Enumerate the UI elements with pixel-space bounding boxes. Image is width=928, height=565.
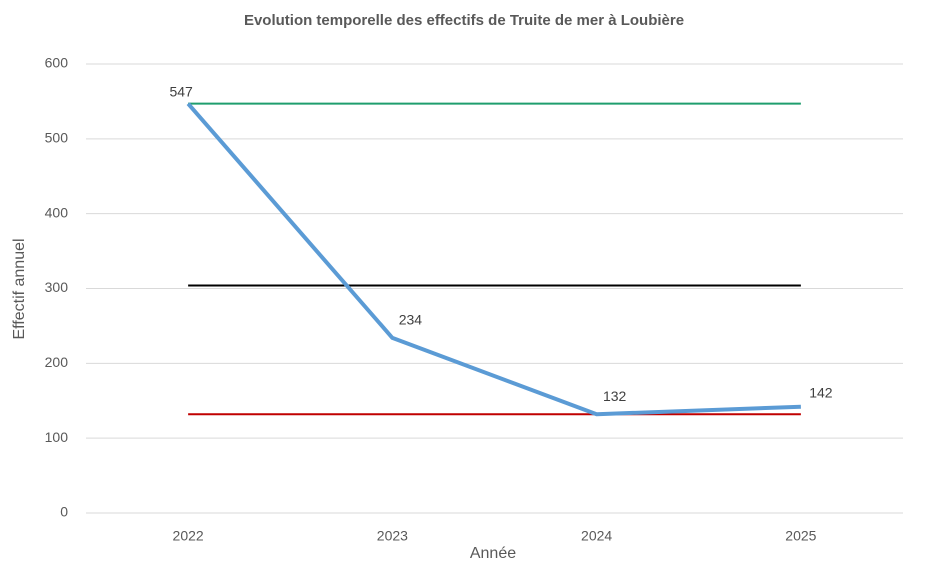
x-axis-title: Année bbox=[470, 545, 516, 562]
y-tick-label: 400 bbox=[45, 204, 69, 220]
y-axis-title: Effectif annuel bbox=[11, 238, 28, 339]
y-tick-label: 0 bbox=[60, 504, 68, 520]
chart-title: Evolution temporelle des effectifs de Tr… bbox=[244, 12, 684, 29]
y-tick-label: 300 bbox=[45, 279, 69, 295]
x-tick-label: 2024 bbox=[581, 528, 612, 544]
y-tick-label: 500 bbox=[45, 130, 69, 146]
y-tick-label: 100 bbox=[45, 429, 69, 445]
data-label: 547 bbox=[169, 83, 193, 99]
data-label: 132 bbox=[603, 388, 627, 404]
x-tick-label: 2022 bbox=[173, 528, 204, 544]
data-line bbox=[186, 102, 801, 417]
x-tick-label: 2025 bbox=[785, 528, 816, 544]
data-label: 234 bbox=[399, 312, 423, 328]
data-label: 142 bbox=[809, 384, 833, 400]
y-tick-label: 200 bbox=[45, 354, 69, 370]
x-tick-label: 2023 bbox=[377, 528, 408, 544]
y-tick-label: 600 bbox=[45, 55, 69, 71]
